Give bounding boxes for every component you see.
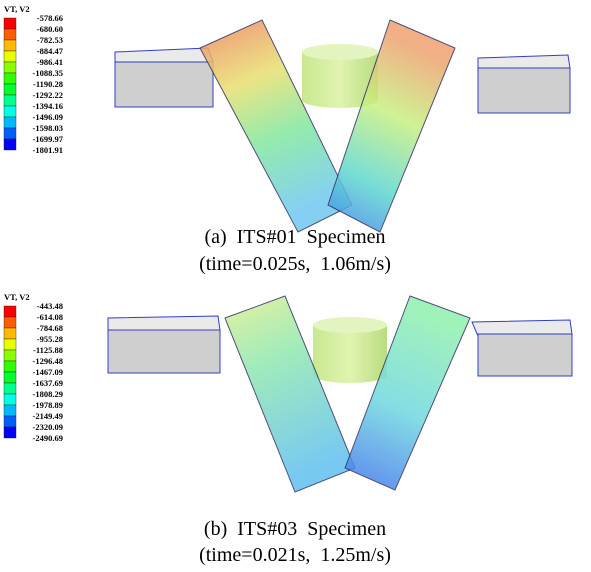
- legend-label: -782.53: [37, 35, 63, 45]
- legend-band: [4, 139, 16, 150]
- legend-label: -1296.48: [33, 356, 63, 366]
- legend-band: [4, 51, 16, 62]
- legend-band: [4, 339, 16, 350]
- legend-band: [4, 106, 16, 117]
- simulation-b: [108, 296, 572, 492]
- legend-band: [4, 128, 16, 139]
- legend-label: -2149.49: [33, 411, 63, 421]
- legend-band: [4, 95, 16, 106]
- legend-label: -443.48: [37, 301, 63, 311]
- figure: VT, V2 -578.66-680.60-782.53-884.47-986.4…: [0, 0, 591, 572]
- legend-label: -1292.22: [33, 90, 63, 100]
- caption-line: (a) ITS#01 Specimen: [204, 226, 385, 248]
- legend-label: -1978.89: [33, 400, 63, 410]
- legend-label: -1699.97: [33, 134, 64, 144]
- legend-label: -986.41: [37, 57, 63, 67]
- legend-band: [4, 394, 16, 405]
- legends: VT, V2 -578.66-680.60-782.53-884.47-986.4…: [4, 4, 64, 443]
- caption-line: (b) ITS#03 Specimen: [204, 518, 386, 540]
- legend-label: -1598.03: [33, 123, 63, 133]
- legend-band: [4, 405, 16, 416]
- simulation-a: [115, 20, 570, 232]
- caption-line: (time=0.021s, 1.25m/s): [199, 544, 391, 566]
- legend-label: -1125.88: [33, 345, 63, 355]
- legend-label: -614.08: [37, 312, 63, 322]
- legend-band: [4, 84, 16, 95]
- caption-line: (time=0.025s, 1.06m/s): [199, 253, 391, 275]
- legend-band: [4, 40, 16, 51]
- legend-label: -884.47: [37, 46, 64, 56]
- legend-band: [4, 73, 16, 84]
- legend-label: -1801.91: [33, 145, 63, 155]
- legend-band: [4, 383, 16, 394]
- legend-band: [4, 372, 16, 383]
- legend-band: [4, 117, 16, 128]
- legend-band: [4, 18, 16, 29]
- legend-label: -578.66: [37, 13, 63, 23]
- legend-label: -1190.28: [33, 79, 63, 89]
- legend-band: [4, 361, 16, 372]
- legend-title: VT, V2: [4, 292, 30, 302]
- legend-label: -1467.09: [33, 367, 63, 377]
- legend-label: -2490.69: [33, 433, 63, 443]
- legend-band: [4, 350, 16, 361]
- legend-label: -1496.09: [33, 112, 63, 122]
- legend-band: [4, 416, 16, 427]
- legend-band: [4, 427, 16, 438]
- legend-label: -680.60: [37, 24, 63, 34]
- legend-title: VT, V2: [4, 4, 30, 14]
- legend-label: -2320.09: [33, 422, 63, 432]
- legend-label: -955.28: [37, 334, 63, 344]
- legend-label: -1637.69: [33, 378, 63, 388]
- legend-label: -1088.35: [33, 68, 63, 78]
- legend-band: [4, 62, 16, 73]
- legend-label: -1394.16: [33, 101, 63, 111]
- legend-label: -784.68: [37, 323, 63, 333]
- legend-band: [4, 317, 16, 328]
- legend-band: [4, 306, 16, 317]
- legend-label: -1808.29: [33, 389, 63, 399]
- legend-band: [4, 328, 16, 339]
- legend-band: [4, 29, 16, 40]
